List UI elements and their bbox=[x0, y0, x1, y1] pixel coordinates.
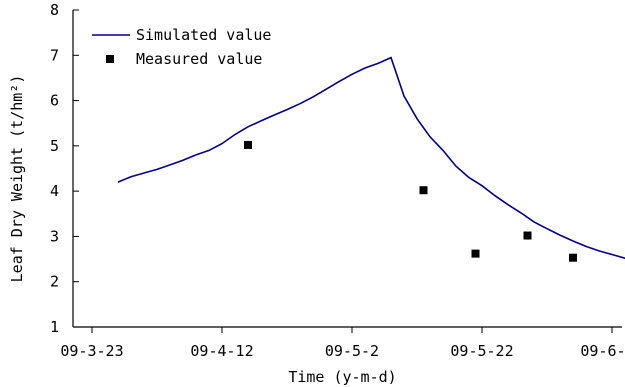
y-tick-label: 3 bbox=[50, 227, 59, 245]
plot-series bbox=[117, 56, 625, 262]
measured-value-marker bbox=[471, 249, 480, 258]
y-axis: 1 2 3 4 5 6 7 8 bbox=[50, 1, 79, 336]
measured-value-marker bbox=[419, 186, 428, 195]
legend: Simulated value Measured value bbox=[92, 26, 271, 68]
y-tick-label: 2 bbox=[50, 273, 59, 291]
y-tick-label: 7 bbox=[50, 46, 59, 64]
legend-marker-swatch bbox=[106, 55, 114, 63]
x-axis: 09-3-23 09-4-12 09-5-2 09-5-22 09-6-11 bbox=[60, 326, 625, 360]
y-axis-title: Leaf Dry Weight (t/hm²) bbox=[8, 75, 26, 283]
x-tick-label: 09-5-22 bbox=[450, 342, 513, 360]
measured-value-marker bbox=[523, 231, 532, 240]
measured-value-marker bbox=[244, 140, 252, 149]
y-tick-label: 4 bbox=[50, 182, 59, 200]
y-tick-label: 6 bbox=[50, 92, 59, 110]
y-tick-label: 1 bbox=[50, 318, 59, 336]
x-axis-title: Time (y-m-d) bbox=[288, 368, 396, 386]
x-tick-label: 09-3-23 bbox=[60, 342, 123, 360]
simulated-value-line bbox=[117, 56, 625, 260]
measured-value-marker bbox=[569, 253, 577, 262]
x-tick-label: 09-5-2 bbox=[325, 342, 379, 360]
x-tick-label: 09-4-12 bbox=[190, 342, 253, 360]
y-tick-label: 5 bbox=[50, 137, 59, 155]
y-tick-label: 8 bbox=[50, 1, 59, 19]
legend-label: Measured value bbox=[136, 50, 262, 68]
legend-label: Simulated value bbox=[136, 26, 271, 44]
x-tick-label: 09-6-11 bbox=[580, 342, 625, 360]
